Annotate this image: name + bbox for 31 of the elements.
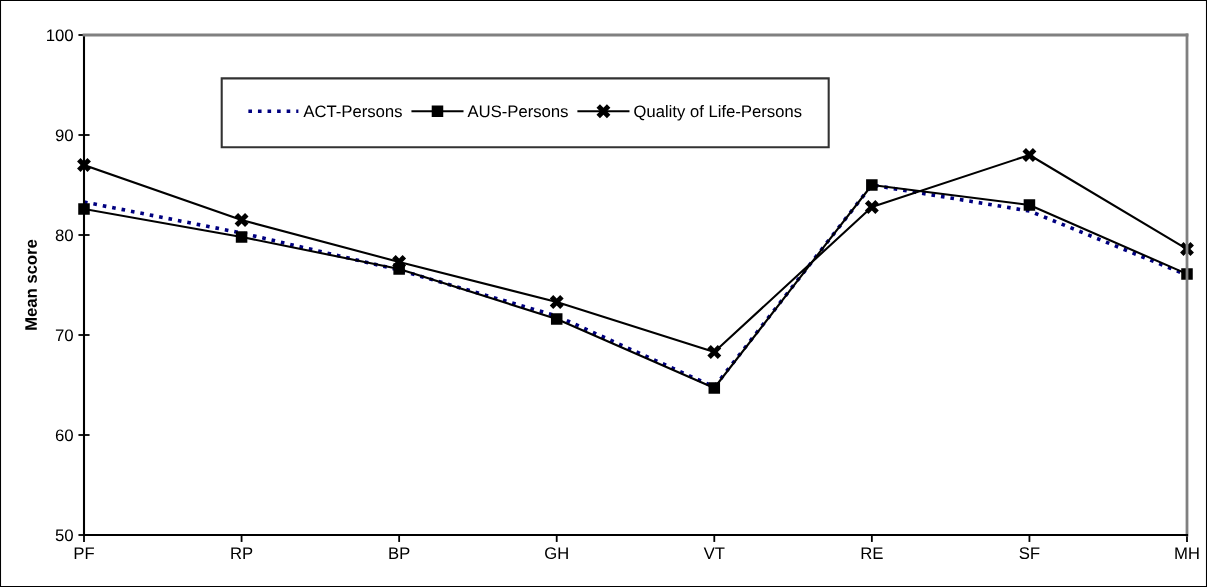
legend-label: AUS-Persons xyxy=(467,105,568,118)
point xyxy=(392,255,407,269)
point xyxy=(549,295,564,309)
point xyxy=(1023,199,1036,211)
point xyxy=(1181,268,1193,280)
point xyxy=(234,213,249,227)
x-tick-label: RP xyxy=(231,547,253,559)
x-tick-label: SF xyxy=(1019,547,1040,560)
point xyxy=(550,313,563,325)
x-tick-label: MH xyxy=(1175,547,1199,559)
y-tick-label: 80 xyxy=(55,229,73,242)
x-tick-label: RE xyxy=(861,547,883,559)
point xyxy=(708,382,721,394)
point xyxy=(864,200,879,214)
point xyxy=(1022,148,1037,162)
y-axis-title: Mean score xyxy=(25,239,37,330)
y-tick-label: 70 xyxy=(55,329,73,342)
x-tick-label: GH xyxy=(545,547,568,560)
point xyxy=(235,231,248,243)
y-tick-label: 90 xyxy=(55,129,73,142)
legend-label: ACT-Persons xyxy=(303,105,402,118)
point xyxy=(707,345,722,359)
y-tick-label: 50 xyxy=(55,529,73,542)
x-tick-label: VT xyxy=(703,547,725,559)
point xyxy=(866,179,878,191)
x-tick-label: PF xyxy=(74,547,94,559)
x-tick-label: BP xyxy=(389,547,410,559)
y-tick-label: 60 xyxy=(55,429,73,442)
legend-label: Quality of Life-Persons xyxy=(634,105,802,121)
point xyxy=(78,203,90,215)
y-tick-label: 100 xyxy=(47,29,73,42)
